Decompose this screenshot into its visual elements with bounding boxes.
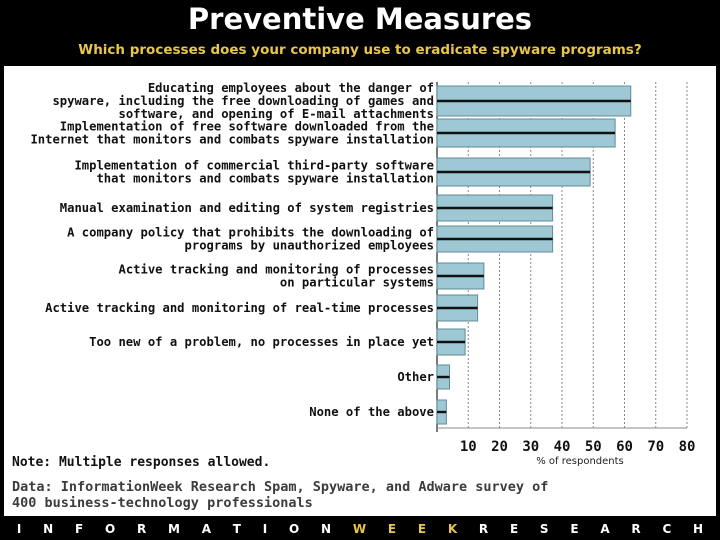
- category-label: Educating employees about the danger of: [148, 81, 434, 95]
- data-source: Data: InformationWeek Research Spam, Spy…: [12, 479, 712, 511]
- footer-letter: K: [447, 521, 458, 536]
- footer-letter: N: [43, 521, 54, 536]
- footer-letter: I: [16, 521, 22, 536]
- category-label: Active tracking and monitoring of real-t…: [45, 301, 434, 315]
- footer-letter: S: [539, 521, 549, 536]
- x-tick-label: 10: [460, 439, 477, 455]
- category-label: Internet that monitors and combats spywa…: [30, 133, 434, 147]
- footer-letter: O: [289, 521, 300, 536]
- x-tick-label: 80: [679, 439, 696, 455]
- category-label: A company policy that prohibits the down…: [67, 226, 434, 240]
- x-tick-label: 40: [554, 439, 571, 455]
- footer-letter: R: [631, 521, 641, 536]
- footer-letter: H: [693, 521, 704, 536]
- chart-panel: Educating employees about the danger of s…: [4, 66, 716, 516]
- footer-letter: I: [262, 521, 268, 536]
- footer-letter: M: [167, 521, 180, 536]
- footer-letter: E: [387, 521, 397, 536]
- footer-letter: A: [600, 521, 610, 536]
- category-label: None of the above: [309, 405, 434, 419]
- data-source-line: 400 business-technology professionals: [12, 495, 313, 511]
- footer-letter: F: [74, 521, 84, 536]
- category-label: Other: [397, 370, 434, 384]
- footer-letter: E: [417, 521, 427, 536]
- x-tick-label: 70: [647, 439, 664, 455]
- x-tick-label: 50: [585, 439, 602, 455]
- category-label: Implementation of commercial third-party…: [74, 159, 434, 173]
- x-tick-label: 30: [522, 439, 539, 455]
- footer-letter: N: [320, 521, 332, 536]
- footer-letter: R: [136, 521, 147, 536]
- x-tick-label: 20: [491, 439, 508, 455]
- bar-chart: Educating employees about the danger ofs…: [30, 81, 696, 466]
- footer-letter: E: [509, 521, 519, 536]
- header: Preventive Measures Which processes does…: [0, 0, 720, 66]
- category-label: Too new of a problem, no processes in pl…: [89, 335, 434, 349]
- footer-letter: T: [232, 521, 241, 536]
- category-label: Active tracking and monitoring of proces…: [118, 263, 434, 277]
- note-text: Note: Multiple responses allowed.: [12, 455, 271, 470]
- footer-letter: C: [662, 521, 672, 536]
- footer-letter: W: [352, 521, 367, 536]
- category-label: spyware, including the free downloading …: [52, 94, 434, 108]
- category-label: on particular systems: [280, 276, 434, 290]
- x-tick-label: 60: [616, 439, 633, 455]
- footer-letter: A: [201, 521, 211, 536]
- category-label: that monitors and combats spyware instal…: [96, 172, 434, 186]
- footer-letter: R: [478, 521, 489, 536]
- x-axis-label: % of respondents: [536, 456, 624, 466]
- category-label: programs by unauthorized employees: [185, 239, 434, 253]
- category-label: Implementation of free software download…: [60, 120, 434, 134]
- page-title: Preventive Measures: [187, 2, 533, 36]
- category-label: software, and opening of E-mail attachme…: [118, 107, 434, 121]
- data-source-line: Data: InformationWeek Research Spam, Spy…: [12, 479, 549, 495]
- footer-letter: O: [104, 521, 116, 536]
- footer-letter: E: [570, 521, 579, 536]
- page-subtitle: Which processes does your company use to…: [78, 42, 642, 58]
- category-label: Manual examination and editing of system…: [60, 201, 434, 215]
